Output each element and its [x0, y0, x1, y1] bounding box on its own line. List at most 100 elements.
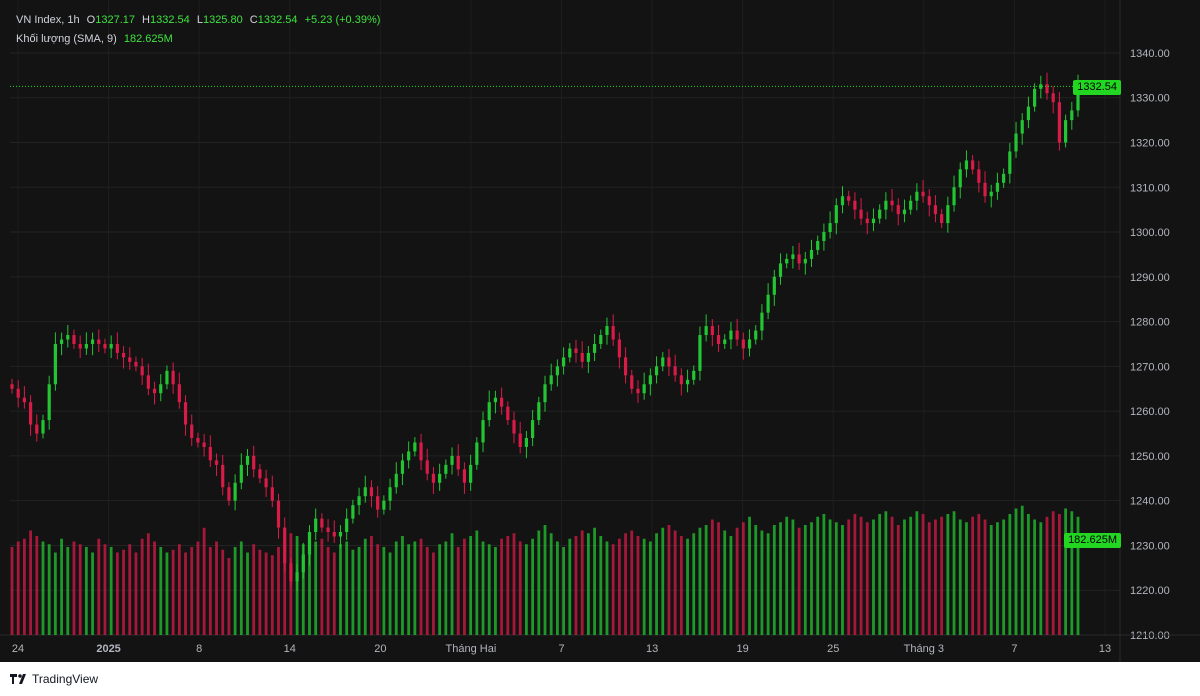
volume-bar: [599, 536, 603, 635]
volume-bar: [270, 555, 274, 635]
volume-bar: [692, 533, 696, 635]
tradingview-brand[interactable]: TradingView: [10, 670, 98, 688]
candle-body: [1070, 110, 1074, 121]
candle-body: [97, 339, 101, 344]
volume-bar: [525, 544, 528, 635]
volume-bar: [146, 533, 150, 635]
volume-bar: [741, 522, 745, 635]
volume-bar: [463, 538, 466, 635]
candle-body: [202, 442, 206, 447]
volume-bar: [822, 514, 826, 635]
candle-body: [1064, 120, 1068, 143]
candle-body: [1008, 151, 1012, 174]
candle-body: [735, 330, 739, 340]
candle-body: [754, 330, 758, 340]
candle-body: [369, 487, 374, 497]
volume-bar: [971, 516, 975, 635]
volume-bar: [828, 519, 832, 635]
volume-bar: [624, 533, 627, 635]
volume-bar: [388, 552, 392, 635]
candle-body: [388, 487, 392, 501]
candle-body: [803, 258, 807, 264]
volume-bar: [636, 536, 640, 635]
volume-bar: [35, 536, 39, 635]
volume-bar: [128, 544, 132, 635]
candle-body: [809, 249, 814, 259]
high-value: 1332.54: [150, 14, 190, 26]
candle-body: [561, 357, 566, 367]
volume-bar: [159, 547, 163, 635]
volume-bar: [221, 549, 225, 635]
candle-body: [159, 384, 163, 394]
candle-body: [152, 388, 157, 394]
candle-body: [47, 384, 51, 421]
volume-bar: [549, 533, 553, 635]
candle-body: [320, 518, 324, 528]
y-tick-label: 1300.00: [1130, 227, 1170, 239]
candle-body: [1057, 102, 1062, 143]
candle-body: [66, 335, 70, 340]
volume-bar: [109, 547, 113, 635]
candle-body: [314, 518, 318, 533]
candle-body: [103, 343, 107, 349]
chart-area[interactable]: 1210.00 1220.00 1230.00 1240.00 1250.00 1260.…: [0, 0, 1200, 662]
volume-bar: [617, 538, 621, 635]
candle-body: [1026, 106, 1031, 121]
volume-bar: [283, 538, 287, 635]
candlestick-chart[interactable]: 1210.00 1220.00 1230.00 1240.00 1250.00 1260.…: [0, 0, 1200, 662]
candle-body: [828, 223, 832, 233]
candle-body: [121, 352, 126, 358]
candle-body: [642, 384, 646, 394]
volume-bar: [506, 536, 510, 635]
candle-body: [661, 357, 665, 367]
volume-bar: [153, 541, 156, 635]
volume-bar: [562, 547, 565, 635]
volume-bar: [239, 541, 243, 635]
volume-bar: [332, 552, 336, 635]
candle-body: [586, 352, 590, 362]
y-tick-label: 1260.00: [1130, 406, 1170, 418]
volume-bar: [791, 519, 795, 635]
candle-body: [890, 200, 894, 206]
candle-body: [128, 357, 132, 362]
volume-bar: [196, 541, 200, 635]
volume-bar: [184, 552, 187, 635]
volume-bar: [872, 519, 875, 635]
candle-body: [518, 433, 522, 447]
candle-body: [946, 205, 950, 224]
volume-bar: [494, 547, 497, 635]
candle-body: [785, 258, 789, 264]
volume-bar: [946, 514, 950, 635]
volume-bar: [1039, 522, 1043, 635]
candle-body: [227, 487, 231, 501]
candle-body: [109, 343, 113, 349]
candle-body: [723, 339, 727, 344]
volume-bar: [679, 536, 683, 635]
volume-bar: [686, 538, 689, 635]
candle-body: [140, 366, 144, 376]
volume-bar: [593, 527, 596, 635]
volume-bar: [810, 522, 813, 635]
candle-body: [270, 487, 274, 501]
candle-body: [537, 402, 541, 421]
volume-bar: [977, 514, 981, 635]
candle-body: [221, 464, 225, 488]
candle-body: [772, 276, 776, 295]
volume-bar: [717, 522, 720, 635]
candle-body: [500, 397, 504, 407]
volume-bar: [246, 552, 249, 635]
volume-bar: [29, 530, 32, 635]
candle-body: [407, 451, 411, 461]
candle-body: [654, 366, 659, 376]
candle-body: [326, 527, 330, 533]
candle-body: [481, 420, 485, 443]
volume-bar: [642, 538, 646, 635]
candle-body: [59, 339, 64, 344]
candle-body: [90, 339, 95, 344]
x-tick-label: 2025: [96, 643, 120, 655]
candle-body: [605, 326, 609, 336]
volume-bar: [1045, 516, 1049, 635]
volume-bar: [834, 522, 838, 635]
volume-bar: [1070, 511, 1074, 635]
y-tick-label: 1340.00: [1130, 48, 1170, 60]
